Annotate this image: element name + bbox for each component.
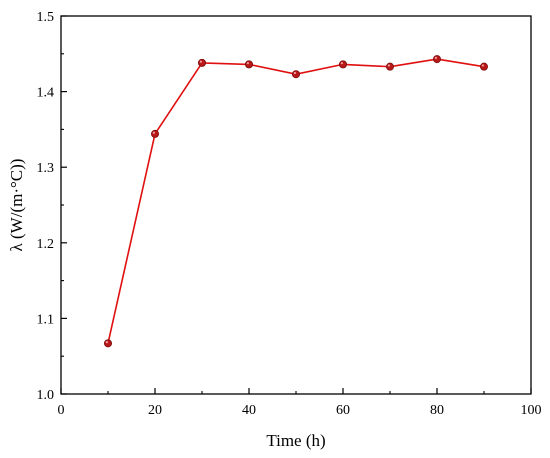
data-point-4 [291,70,300,79]
x-tick-label-2: 40 [242,403,256,418]
data-point-1 [150,129,159,138]
data-point-0 [104,339,113,348]
data-point-6 [385,62,394,71]
x-tick-label-0: 0 [58,403,65,418]
data-point-highlight-0 [105,341,108,344]
data-point-highlight-6 [387,64,390,67]
y-tick-label-5: 1.5 [37,10,55,25]
x-tick-label-5: 100 [521,403,542,418]
y-tick-label-2: 1.2 [37,237,55,252]
data-point-2 [197,58,206,67]
y-tick-label-1: 1.1 [37,312,55,327]
data-point-5 [338,60,347,69]
x-axis-title: Time (h) [266,431,325,450]
series-layer [104,55,488,348]
data-point-highlight-2 [199,60,202,63]
x-tick-label-3: 60 [336,403,350,418]
x-tick-label-4: 80 [430,403,444,418]
data-point-highlight-7 [434,56,437,59]
y-axis-title: λ (W/(m·°C)) [7,159,26,252]
y-tick-label-0: 1.0 [37,388,55,403]
data-point-highlight-5 [340,62,343,65]
y-tick-label-4: 1.4 [37,86,55,101]
data-point-3 [244,60,253,69]
data-point-7 [432,55,441,64]
data-point-highlight-8 [481,64,484,67]
data-point-highlight-1 [152,131,155,134]
axes-group: 0 20 40 60 80 100 1.0 1.1 1.2 1.3 1.4 1.5 [37,10,542,418]
data-point-8 [479,62,488,71]
x-tick-label-1: 20 [148,403,162,418]
data-point-highlight-4 [293,71,296,75]
y-tick-label-3: 1.3 [37,161,55,176]
series-line-0 [107,58,485,344]
data-point-highlight-3 [246,62,249,65]
